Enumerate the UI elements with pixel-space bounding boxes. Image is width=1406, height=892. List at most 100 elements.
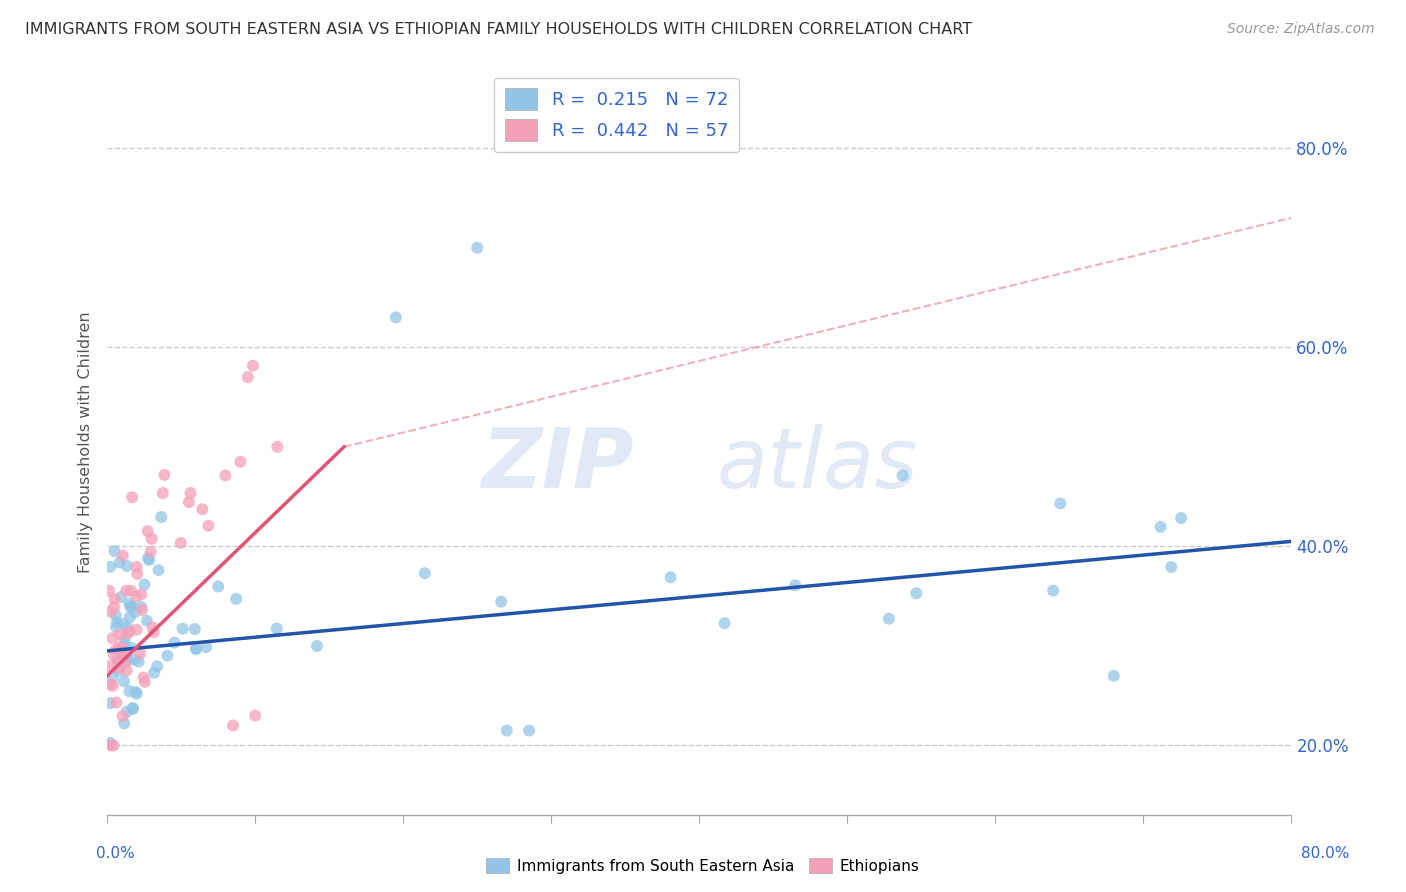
Point	[266, 440, 288, 454]
Point	[125, 559, 148, 574]
Point	[124, 605, 146, 619]
Text: Source: ZipAtlas.com: Source: ZipAtlas.com	[1227, 22, 1375, 37]
Point	[110, 647, 132, 661]
Point	[229, 455, 252, 469]
Point	[184, 641, 207, 656]
Point	[1102, 669, 1125, 683]
Point	[125, 589, 148, 603]
Point	[98, 677, 121, 691]
Point	[121, 490, 143, 504]
Point	[105, 615, 128, 630]
Point	[156, 648, 179, 663]
Point	[177, 495, 200, 509]
Point	[184, 642, 207, 657]
Point	[104, 592, 127, 607]
Text: 0.0%: 0.0%	[96, 847, 135, 861]
Point	[891, 468, 914, 483]
Point	[713, 616, 735, 631]
Point	[225, 591, 247, 606]
Point	[141, 532, 163, 546]
Point	[785, 578, 807, 592]
Point	[120, 600, 142, 615]
Point	[197, 518, 219, 533]
Point	[495, 723, 517, 738]
Point	[517, 723, 540, 738]
Point	[118, 610, 141, 624]
Point	[131, 603, 153, 617]
Point	[136, 551, 159, 566]
Point	[103, 739, 125, 753]
Point	[191, 502, 214, 516]
Point	[214, 468, 236, 483]
Point	[132, 671, 155, 685]
Text: IMMIGRANTS FROM SOUTH EASTERN ASIA VS ETHIOPIAN FAMILY HOUSEHOLDS WITH CHILDREN : IMMIGRANTS FROM SOUTH EASTERN ASIA VS ET…	[25, 22, 973, 37]
Point	[101, 671, 124, 685]
Point	[413, 566, 436, 581]
Point	[152, 486, 174, 500]
Y-axis label: Family Households with Children: Family Households with Children	[79, 311, 93, 573]
Point	[131, 587, 153, 601]
Point	[104, 643, 127, 657]
Point	[129, 599, 152, 614]
Point	[142, 625, 165, 640]
Point	[110, 590, 132, 604]
Point	[98, 696, 121, 710]
Point	[100, 739, 122, 753]
Point	[111, 549, 134, 563]
Legend: Immigrants from South Eastern Asia, Ethiopians: Immigrants from South Eastern Asia, Ethi…	[479, 852, 927, 880]
Point	[107, 654, 129, 668]
Point	[103, 648, 125, 662]
Point	[114, 656, 136, 670]
Point	[135, 614, 157, 628]
Point	[111, 709, 134, 723]
Point	[103, 600, 125, 615]
Point	[108, 640, 131, 655]
Point	[1149, 520, 1171, 534]
Point	[117, 626, 139, 640]
Point	[115, 583, 138, 598]
Point	[245, 708, 267, 723]
Point	[129, 647, 152, 661]
Point	[114, 632, 136, 646]
Point	[489, 595, 512, 609]
Point	[103, 544, 125, 558]
Point	[112, 674, 135, 689]
Point	[104, 608, 127, 623]
Point	[163, 635, 186, 649]
Point	[98, 583, 121, 598]
Point	[107, 654, 129, 668]
Text: 80.0%: 80.0%	[1302, 847, 1350, 861]
Point	[101, 679, 124, 693]
Point	[195, 640, 218, 654]
Point	[120, 640, 142, 655]
Point	[150, 510, 173, 524]
Point	[128, 655, 150, 669]
Point	[118, 597, 141, 611]
Point	[172, 622, 194, 636]
Point	[98, 560, 121, 574]
Point	[108, 627, 131, 641]
Point	[98, 736, 121, 750]
Point	[142, 620, 165, 634]
Point	[114, 646, 136, 660]
Point	[134, 577, 156, 591]
Point	[385, 310, 408, 325]
Point	[170, 536, 193, 550]
Point	[115, 705, 138, 719]
Point	[242, 359, 264, 373]
Point	[905, 586, 928, 600]
Point	[108, 664, 131, 678]
Point	[659, 570, 682, 584]
Point	[184, 622, 207, 636]
Point	[121, 701, 143, 715]
Point	[97, 659, 120, 673]
Point	[118, 684, 141, 698]
Point	[207, 580, 229, 594]
Point	[148, 563, 170, 577]
Point	[124, 653, 146, 667]
Point	[1049, 496, 1071, 510]
Point	[125, 685, 148, 699]
Text: ZIP: ZIP	[481, 424, 634, 505]
Point	[1042, 583, 1064, 598]
Legend: R =  0.215   N = 72, R =  0.442   N = 57: R = 0.215 N = 72, R = 0.442 N = 57	[494, 78, 740, 153]
